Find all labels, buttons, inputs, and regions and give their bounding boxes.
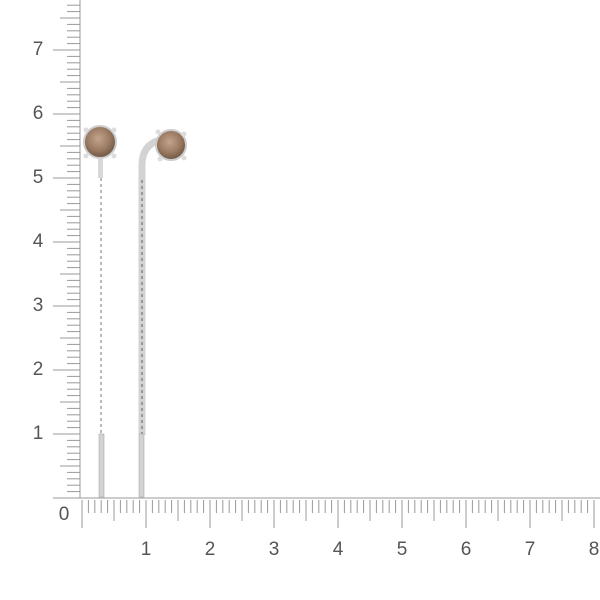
- horizontal-ruler-label: 4: [332, 539, 344, 560]
- vertical-ruler-label: 5: [32, 167, 44, 188]
- vertical-ruler-label: 1: [32, 423, 44, 444]
- vertical-ruler-label: 3: [32, 295, 44, 316]
- horizontal-ruler-label: 7: [524, 539, 536, 560]
- vertical-ruler-label: 7: [32, 39, 44, 60]
- horizontal-ruler-label: 8: [588, 539, 600, 560]
- horizontal-ruler-label: 6: [460, 539, 472, 560]
- vertical-ruler-label: 4: [32, 231, 44, 252]
- left-earring: [83, 125, 117, 498]
- horizontal-ruler-label: 3: [268, 539, 280, 560]
- horizontal-ruler-label: 2: [204, 539, 216, 560]
- vertical-ruler-label: 6: [32, 103, 44, 124]
- horizontal-ruler-label: 1: [140, 539, 152, 560]
- ruler-origin-label: 0: [58, 504, 70, 525]
- vertical-ruler-label: 2: [32, 359, 44, 380]
- horizontal-ruler-label: 5: [396, 539, 408, 560]
- right-earring: [138, 129, 187, 498]
